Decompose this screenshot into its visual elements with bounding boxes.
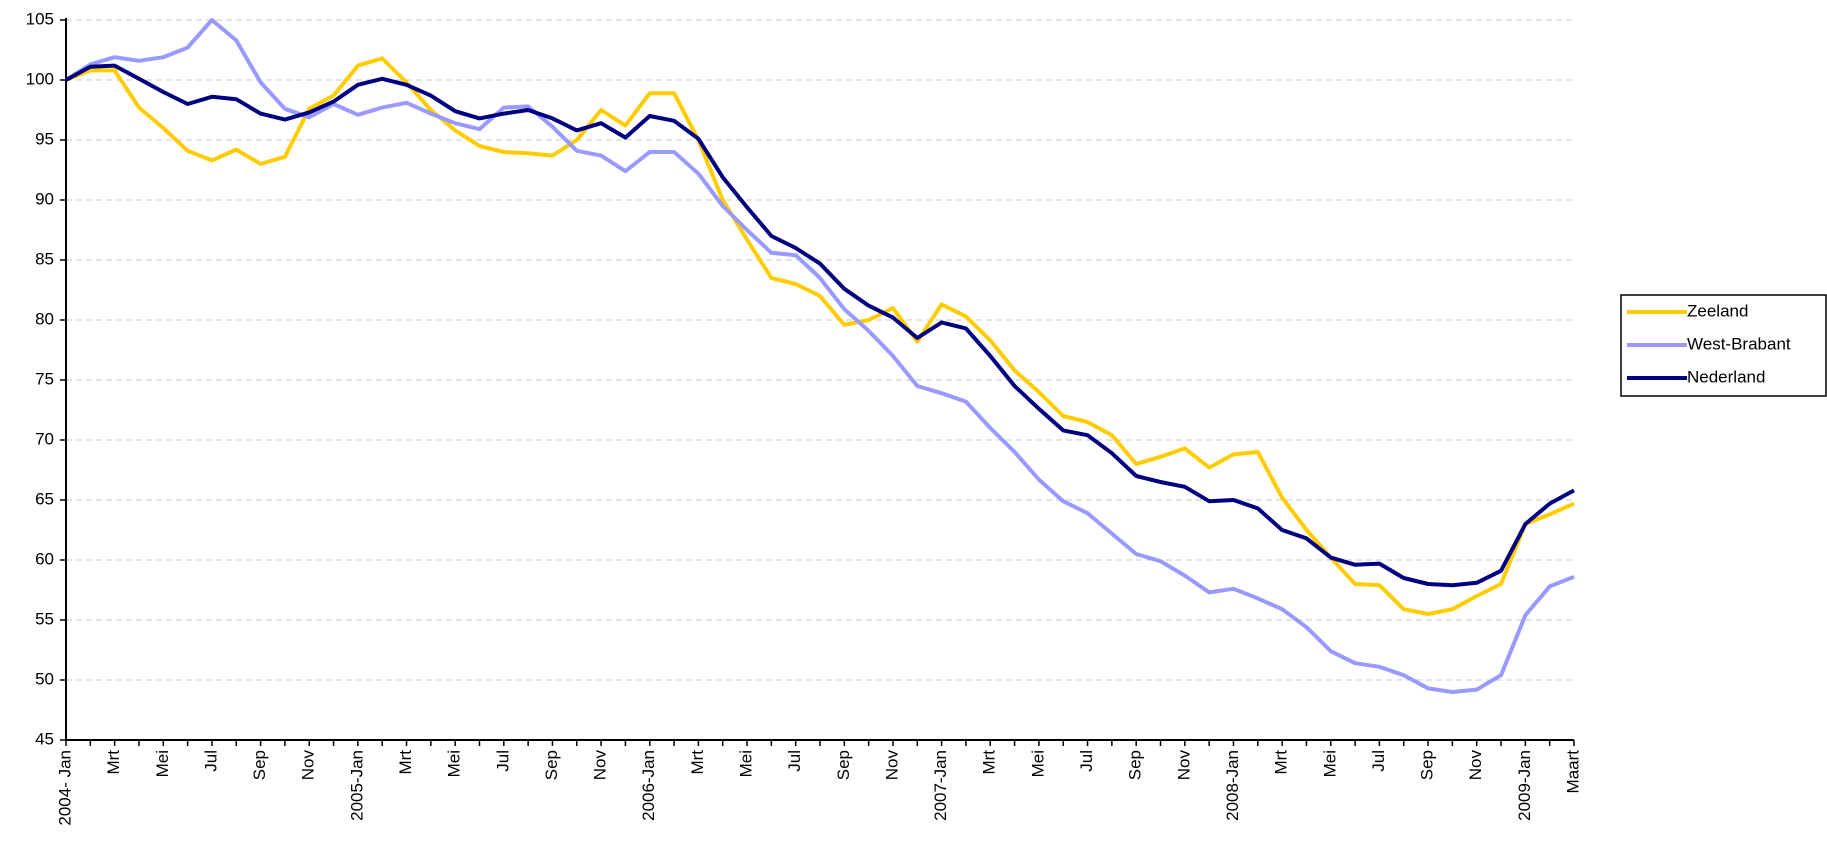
- x-tick-label: Jul: [1369, 750, 1388, 772]
- x-tick-label: Mei: [1320, 750, 1339, 777]
- x-tick-label: Mrt: [396, 750, 415, 775]
- y-tick-label: 90: [35, 189, 54, 208]
- y-tick-label: 95: [35, 129, 54, 148]
- y-tick-label: 100: [26, 69, 54, 88]
- x-tick-label: 2005-Jan: [347, 750, 366, 821]
- x-tick-label: Nov: [1174, 750, 1193, 781]
- x-tick-label: Sep: [542, 750, 561, 780]
- x-tick-label: Nov: [299, 750, 318, 781]
- x-tick-label: Mrt: [1272, 750, 1291, 775]
- x-tick-label: Nov: [1466, 750, 1485, 781]
- legend-label: Zeeland: [1687, 301, 1748, 320]
- y-tick-label: 60: [35, 549, 54, 568]
- x-tick-label: Mei: [737, 750, 756, 777]
- x-tick-label: Nov: [882, 750, 901, 781]
- series-line: [65, 63, 1575, 588]
- x-tick-label: 2007-Jan: [931, 750, 950, 821]
- x-tick-label: Jul: [493, 750, 512, 772]
- y-tick-label: 105: [26, 9, 54, 28]
- y-tick-label: 75: [35, 369, 54, 388]
- y-tick-label: 80: [35, 309, 54, 328]
- x-tick-label: Mrt: [980, 750, 999, 775]
- x-tick-label: Sep: [834, 750, 853, 780]
- x-tick-label: Sep: [250, 750, 269, 780]
- x-tick-label: Sep: [1126, 750, 1145, 780]
- y-tick-label: 65: [35, 489, 54, 508]
- x-tick-label: Mei: [153, 750, 172, 777]
- y-tick-label: 45: [35, 729, 54, 748]
- y-tick-label: 85: [35, 249, 54, 268]
- x-tick-label: Jul: [785, 750, 804, 772]
- x-tick-label: Mei: [445, 750, 464, 777]
- x-tick-label: Maart: [1563, 750, 1582, 794]
- y-tick-label: 55: [35, 609, 54, 628]
- x-tick-label: 2008-Jan: [1223, 750, 1242, 821]
- x-tick-label: Mrt: [104, 750, 123, 775]
- x-tick-label: Nov: [591, 750, 610, 781]
- x-tick-label: 2009-Jan: [1515, 750, 1534, 821]
- legend-label: Nederland: [1687, 367, 1765, 386]
- x-tick-label: Jul: [1077, 750, 1096, 772]
- x-tick-label: 2004- Jan: [55, 750, 74, 826]
- y-tick-label: 70: [35, 429, 54, 448]
- x-tick-label: Jul: [201, 750, 220, 772]
- y-tick-label: 50: [35, 669, 54, 688]
- series-line: [64, 18, 1575, 694]
- x-tick-label: Mrt: [688, 750, 707, 775]
- x-tick-label: 2006-Jan: [639, 750, 658, 821]
- x-tick-label: Mei: [1028, 750, 1047, 777]
- series-line: [65, 56, 1575, 616]
- legend-label: West-Brabant: [1687, 334, 1791, 353]
- x-tick-label: Sep: [1418, 750, 1437, 780]
